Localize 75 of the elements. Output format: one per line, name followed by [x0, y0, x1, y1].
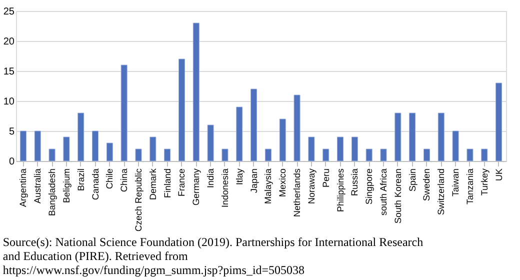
- bar: [279, 118, 286, 162]
- source-note: Source(s): National Science Foundation (2019). Partnerships for International Research and Education (PIRE). Retrieved from https://www.nsf.gov/funding/pgm_summ.jsp?pims_id=505038: [2, 235, 424, 278]
- x-tick-label: Brazil: [76, 168, 86, 192]
- bar: [207, 124, 214, 162]
- bar: [337, 136, 344, 162]
- x-tick-label: Sweden: [422, 168, 432, 202]
- x-tick-label: Spain: [407, 168, 418, 192]
- x-tick-label: Philippines: [335, 168, 346, 212]
- bar: [380, 148, 387, 162]
- bar: [496, 82, 502, 162]
- x-tick-label: Canada: [90, 168, 100, 200]
- x-tick-label: Noraway: [306, 168, 316, 204]
- bar: [308, 136, 315, 162]
- bar: [63, 136, 70, 162]
- bar: [34, 130, 41, 162]
- bar: [222, 148, 228, 162]
- x-tick-label: Malaysia: [263, 168, 274, 204]
- x-tick-label: Mexico: [278, 168, 288, 198]
- x-tick-label: Bangladesh: [47, 168, 58, 216]
- bar: [264, 148, 272, 162]
- bar: [78, 112, 84, 162]
- bar: [409, 112, 416, 162]
- x-tick-label: Czech Republic: [134, 168, 144, 232]
- x-tick-label: Finland: [162, 168, 172, 198]
- x-tick-label: South Korean: [392, 168, 403, 224]
- bar: [150, 136, 156, 162]
- bar: [192, 22, 200, 162]
- y-tick-label: 0: [8, 156, 15, 168]
- bar: [20, 130, 26, 162]
- bar: [294, 94, 300, 162]
- x-tick-label: Australia: [32, 168, 43, 204]
- x-tick-label: Tanzania: [464, 168, 475, 205]
- x-tick-label: Argentina: [18, 168, 28, 208]
- bar: [366, 148, 372, 162]
- x-tick-label: Switzerland: [436, 168, 446, 216]
- y-tick-label: 20: [3, 36, 15, 48]
- bar: [48, 148, 56, 162]
- bar: [236, 106, 243, 162]
- bar: [481, 148, 488, 162]
- bar: [466, 148, 474, 162]
- bar: [250, 88, 258, 162]
- x-tick-label: UK: [494, 168, 504, 182]
- y-tick-label: 5: [8, 126, 15, 138]
- bar: [394, 112, 402, 162]
- x-tick-label: Itlay: [234, 168, 244, 186]
- bar: [106, 142, 113, 162]
- bar: [178, 58, 185, 162]
- bar: [351, 136, 358, 162]
- x-tick-label: Germany: [191, 168, 202, 206]
- x-tick-label: Indonesia: [220, 168, 230, 208]
- x-tick-label: Beligium: [61, 168, 72, 204]
- bar: [120, 64, 128, 162]
- x-tick-label: Chile: [104, 168, 115, 190]
- x-tick-label: south Africa: [378, 168, 388, 216]
- x-tick-label: Peru: [320, 168, 331, 188]
- x-tick-label: Russia: [350, 168, 360, 196]
- x-tick-label: Turkey: [479, 168, 490, 196]
- bar: [452, 130, 459, 162]
- x-tick-label: Netherlands: [292, 168, 302, 218]
- x-tick-label: India: [206, 168, 216, 188]
- bar: [438, 112, 444, 162]
- x-tick-label: France: [176, 168, 187, 197]
- y-tick-label: 15: [3, 66, 15, 78]
- bar: [92, 130, 99, 162]
- x-tick-label: Singpore: [364, 168, 374, 205]
- x-tick-label: Japan: [248, 168, 259, 194]
- bar: [135, 148, 142, 162]
- bar: [423, 148, 430, 162]
- x-tick-label: Demark: [148, 168, 158, 200]
- y-tick-label: 25: [3, 6, 15, 18]
- x-tick-label: China: [119, 168, 130, 192]
- bar: [164, 148, 171, 162]
- x-tick-label: Taiwan: [450, 168, 461, 197]
- y-tick-label: 10: [3, 96, 15, 108]
- bar: [322, 148, 330, 162]
